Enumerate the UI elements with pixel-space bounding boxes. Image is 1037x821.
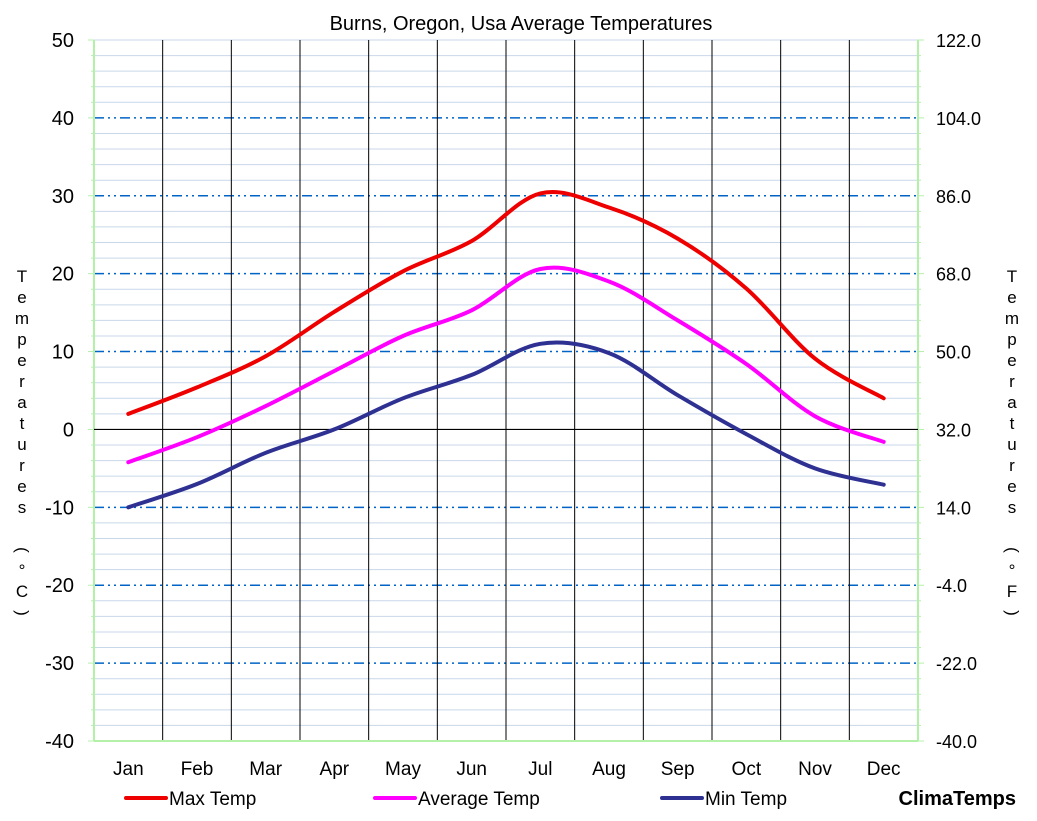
left-tick-label: -30 (45, 653, 74, 675)
right-tick-label: -40.0 (936, 732, 977, 752)
right-tick-label: 50.0 (936, 343, 971, 363)
axis-label-char: ) (13, 610, 32, 616)
legend-label: Average Temp (418, 789, 540, 810)
right-tick-label: 14.0 (936, 498, 971, 518)
x-tick-label: Jan (113, 759, 144, 780)
series-lines (126, 190, 886, 510)
x-tick-label: Nov (798, 759, 832, 780)
axis-label-char: m (15, 309, 29, 328)
left-tick-label: 20 (52, 264, 74, 286)
left-tick-label: -40 (45, 731, 74, 753)
axis-label-char: r (1009, 456, 1015, 475)
x-tick-label: Dec (867, 759, 901, 780)
axis-label-char: r (19, 372, 25, 391)
x-tick-label: Apr (320, 759, 350, 780)
axis-label-char: T (17, 267, 27, 286)
axis-label-char: m (1005, 309, 1019, 328)
axis-label-char: u (17, 435, 26, 454)
axis-label-char: t (1010, 414, 1015, 433)
series-line-max-temp (126, 190, 886, 416)
axis-label-char: r (1009, 372, 1015, 391)
axis-label-char: t (20, 414, 25, 433)
right-tick-label: 32.0 (936, 420, 971, 440)
series-line-min-temp (126, 340, 886, 510)
left-tick-label: 10 (52, 342, 74, 364)
axis-label-char: F (1007, 582, 1017, 601)
x-tick-label: Feb (181, 759, 214, 780)
axis-label-char: e (17, 477, 26, 496)
axis-label-char: ° (19, 561, 26, 580)
legend: Max Temp Average Temp Min Temp (124, 789, 787, 810)
axis-label-char: e (17, 351, 26, 370)
right-axis-tick-labels: 122.0 104.0 86.0 68.0 50.0 32.0 14.0 -4.0 -22.0 -… (936, 31, 981, 752)
legend-label: Min Temp (705, 789, 787, 810)
right-tick-label: -22.0 (936, 654, 977, 674)
axis-label-char: ( (1003, 547, 1022, 553)
axis-label-char: e (17, 288, 26, 307)
axis-label-char: p (1007, 330, 1016, 349)
right-tick-label: 86.0 (936, 187, 971, 207)
right-tick-label: -4.0 (936, 576, 967, 596)
axis-label-char: a (17, 393, 27, 412)
left-axis-label: Temperatures(°C) (13, 267, 32, 616)
legend-label: Max Temp (169, 789, 256, 810)
axis-label-char: r (19, 456, 25, 475)
chart-title: Burns, Oregon, Usa Average Temperatures (330, 13, 713, 35)
axis-label-char: ° (1009, 561, 1016, 580)
left-tick-label: 30 (52, 186, 74, 208)
right-tick-label: 104.0 (936, 109, 981, 129)
left-tick-label: 40 (52, 108, 74, 130)
left-tick-label: -20 (45, 575, 74, 597)
axis-label-char: e (1007, 351, 1016, 370)
axis-label-char: p (17, 330, 26, 349)
axis-label-char: T (1007, 267, 1017, 286)
right-tick-label: 68.0 (936, 265, 971, 285)
left-tick-label: 50 (52, 30, 74, 52)
axis-label-char: a (1007, 393, 1017, 412)
right-tick-label: 122.0 (936, 31, 981, 51)
month-gridlines (162, 40, 850, 741)
left-tick-label: -10 (45, 497, 74, 519)
x-tick-label: Mar (249, 759, 282, 780)
x-tick-label: Sep (661, 759, 695, 780)
axis-label-char: C (16, 582, 28, 601)
series-line-average-temp (126, 265, 886, 465)
x-axis-tick-labels: Jan Feb Mar Apr May Jun Jul Aug Sep Oct Nov Dec (113, 759, 901, 780)
x-tick-label: May (385, 759, 421, 780)
x-tick-label: Aug (592, 759, 626, 780)
axis-label-char: e (1007, 477, 1016, 496)
left-axis-tick-labels: 50 40 30 20 10 0 -10 -20 -30 -40 (45, 30, 74, 753)
x-tick-label: Jul (528, 759, 552, 780)
axis-label-char: u (1007, 435, 1016, 454)
axis-label-char: e (1007, 288, 1016, 307)
x-tick-label: Jun (456, 759, 487, 780)
left-tick-label: 0 (63, 419, 74, 441)
axis-label-char: ) (1003, 610, 1022, 616)
plot-axes (88, 39, 924, 742)
axis-label-char: s (18, 498, 27, 517)
brand-logo: ClimaTemps (899, 788, 1016, 810)
axis-label-char: s (1008, 498, 1017, 517)
axis-label-char: ( (13, 547, 32, 553)
right-axis-label: Temperatures(°F) (1003, 267, 1022, 616)
x-tick-label: Oct (732, 759, 762, 780)
